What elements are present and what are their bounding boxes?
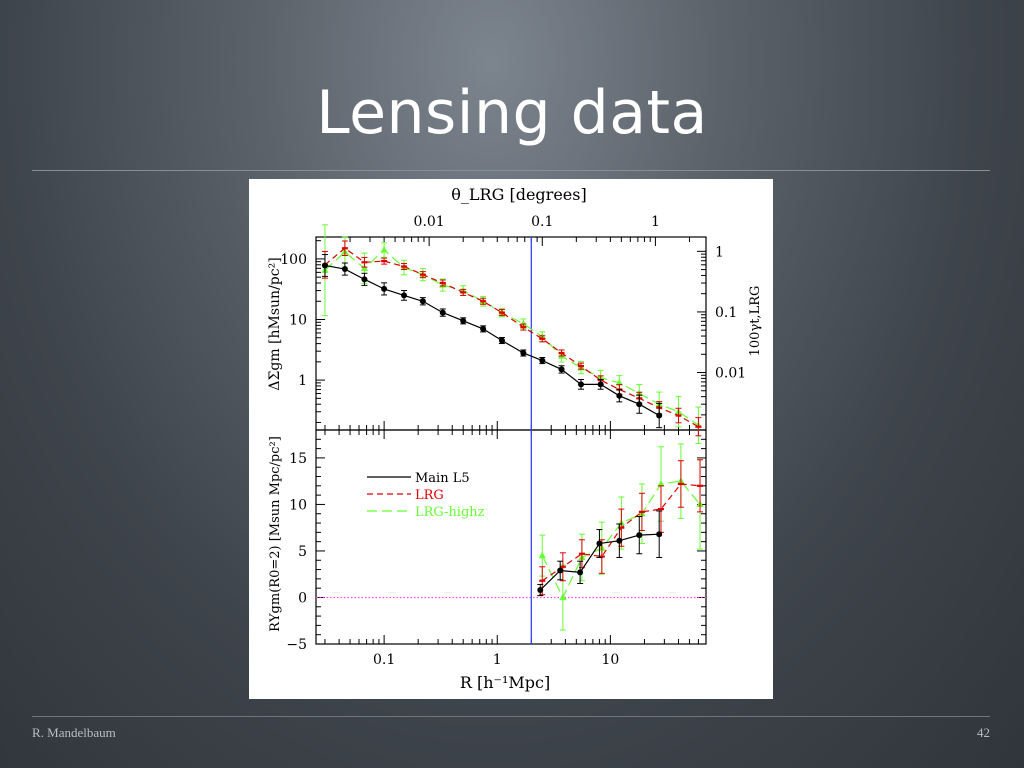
lensing-figure: θ_LRG [degrees] ΔΣgm [hMsun/pc²] RΥgm(R0… [249, 179, 773, 699]
bottom-panel-frame [315, 429, 707, 645]
y-tick-label: 10 [289, 312, 307, 328]
top-point-main [597, 381, 604, 388]
y-tick-label-bottom: 0 [298, 590, 307, 606]
y-tick-label-bottom: −5 [286, 637, 307, 653]
top-point-highz [615, 378, 623, 386]
x-tick-label: 10 [601, 652, 619, 668]
bottom-point-main [537, 587, 544, 594]
top-point-main [558, 366, 565, 373]
bottom-point-main [656, 531, 663, 538]
bottom-point-main [596, 540, 603, 547]
y-tick-label-bottom: 5 [298, 544, 307, 560]
top-point-main [419, 298, 426, 305]
top-point-main [578, 381, 585, 388]
top-point-main [381, 285, 388, 292]
right-tick-label: 1 [715, 244, 724, 260]
footer-author: R. Mandelbaum [32, 725, 116, 740]
top-point-main [460, 317, 467, 324]
y-tick-label-bottom: 15 [289, 451, 307, 467]
bottom-point-main [577, 569, 584, 576]
legend-label-main: Main L5 [415, 471, 470, 486]
right-tick-label: 0.1 [715, 305, 737, 321]
top-series-line-highz [324, 249, 699, 426]
top-point-highz [519, 319, 527, 327]
x-axis-label: R [h⁻¹Mpc] [460, 673, 550, 692]
x-tick-label: 0.1 [373, 652, 395, 668]
top-series-line-main [324, 264, 660, 417]
bottom-point-main [636, 532, 643, 539]
y-tick-label: 1 [298, 373, 307, 389]
lensing-chart: θ_LRG [degrees] ΔΣgm [hMsun/pc²] RΥgm(R0… [267, 185, 763, 692]
top-axis-tick-label: 0.01 [414, 214, 445, 230]
bottom-point-highz [559, 593, 567, 601]
top-axis-label: θ_LRG [degrees] [451, 185, 586, 204]
bottom-point-highz [538, 551, 546, 559]
top-point-main [361, 276, 368, 283]
top-panel-frame [315, 236, 707, 431]
top-point-main [480, 325, 487, 332]
right-axis-label: 100γt,LRG [748, 286, 763, 357]
legend-label-highz: LRG-highz [415, 505, 485, 520]
top-axis-tick-label: 0.1 [531, 214, 553, 230]
bottom-panel-ylabel: RΥgm(R0=2) [Msun Mpc/pc²] [268, 436, 283, 632]
bottom-point-main [557, 567, 564, 574]
x-tick-label: 1 [493, 652, 502, 668]
top-point-main [520, 349, 527, 356]
top-panel-ylabel: ΔΣgm [hMsun/pc²] [267, 257, 283, 390]
bottom-point-highz [657, 479, 665, 487]
top-point-main [636, 401, 643, 408]
top-point-main [341, 266, 348, 273]
top-point-main [401, 292, 408, 299]
right-tick-label: 0.01 [715, 366, 746, 382]
bottom-point-main [616, 537, 623, 544]
title-divider [32, 170, 990, 171]
top-point-main [656, 412, 663, 419]
slide-title: Lensing data [316, 78, 708, 148]
top-point-main [439, 309, 446, 316]
top-point-main [616, 392, 623, 399]
top-point-main [539, 357, 546, 364]
footer-divider [32, 716, 990, 717]
top-axis-tick-label: 1 [651, 214, 660, 230]
y-tick-label: 100 [280, 252, 307, 268]
top-series-line-lrg [324, 247, 699, 428]
top-point-highz [380, 246, 388, 253]
legend-label-lrg: LRG [415, 488, 444, 503]
top-point-main [321, 262, 328, 269]
page-number: 42 [977, 725, 990, 740]
top-point-main [498, 337, 505, 344]
y-tick-label-bottom: 10 [289, 497, 307, 513]
